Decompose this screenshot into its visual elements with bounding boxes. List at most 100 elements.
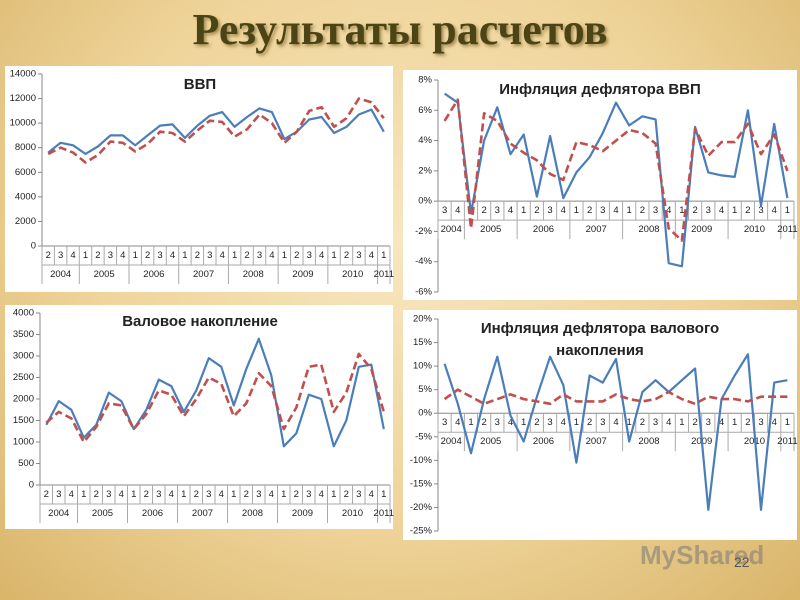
y-tick-label: 20% [413, 314, 433, 325]
x-tick-label: 2 [144, 489, 149, 500]
series-line [443, 92, 789, 268]
x-tick-label: 4 [613, 417, 618, 428]
x-group-label: 2007 [586, 436, 607, 447]
y-tick-label: -15% [410, 478, 433, 489]
series-line [45, 352, 386, 444]
x-tick-label: 1 [133, 250, 138, 261]
y-tick-label: 8000 [15, 142, 36, 153]
x-group-label: 2010 [744, 224, 765, 235]
series-line [47, 107, 385, 155]
y-tick-label: -20% [410, 502, 433, 513]
x-tick-label: 1 [281, 489, 286, 500]
x-tick-label: 3 [442, 205, 447, 216]
x-tick-label: 2 [534, 205, 539, 216]
x-tick-label: 3 [307, 250, 312, 261]
x-tick-label: 1 [131, 489, 136, 500]
x-tick-label: 4 [369, 250, 374, 261]
y-tick-label: 10000 [10, 118, 36, 129]
x-group-label: 2011 [777, 436, 797, 447]
x-tick-label: 3 [758, 417, 763, 428]
x-tick-label: 3 [257, 250, 262, 261]
x-tick-label: 4 [369, 489, 374, 500]
y-tick-label: 14000 [10, 69, 36, 80]
x-tick-label: 4 [561, 205, 566, 216]
x-tick-label: 4 [120, 250, 125, 261]
x-tick-label: 1 [282, 250, 287, 261]
x-tick-label: 2 [244, 250, 249, 261]
x-tick-label: 1 [732, 417, 737, 428]
x-tick-label: 1 [182, 250, 187, 261]
x-tick-label: 2 [294, 250, 299, 261]
x-tick-label: 3 [356, 489, 361, 500]
x-tick-label: 3 [495, 205, 500, 216]
x-tick-label: 4 [613, 205, 618, 216]
x-group-label: 2006 [142, 508, 163, 519]
slide-title: Результаты расчетов [192, 5, 608, 54]
y-tick-label: -6% [415, 287, 432, 298]
y-tick-label: 6000 [15, 167, 36, 178]
x-group-label: 2005 [92, 508, 113, 519]
x-group-label: 2010 [342, 269, 363, 280]
x-group-label: 2004 [50, 269, 71, 280]
x-tick-label: 2 [640, 205, 645, 216]
y-tick-label: -10% [410, 455, 433, 466]
x-tick-label: 4 [719, 205, 724, 216]
x-tick-label: 2 [95, 250, 100, 261]
x-group-label: 2007 [193, 269, 214, 280]
series-line [47, 97, 385, 164]
y-tick-label: 0 [31, 241, 36, 252]
series-line [45, 337, 385, 448]
x-tick-label: 4 [269, 489, 274, 500]
x-tick-label: 4 [220, 250, 225, 261]
x-tick-label: 4 [508, 417, 513, 428]
x-tick-label: 3 [207, 250, 212, 261]
y-tick-label: 2000 [13, 394, 34, 405]
x-tick-label: 4 [508, 205, 513, 216]
page-number: 22 [734, 554, 750, 570]
y-tick-label: 15% [413, 337, 433, 348]
y-tick-label: 2000 [15, 216, 36, 227]
y-tick-label: 5% [418, 384, 432, 395]
x-tick-label: 1 [381, 250, 386, 261]
y-tick-label: 2% [418, 165, 432, 176]
x-group-label: 2006 [143, 269, 164, 280]
x-tick-label: 2 [194, 489, 199, 500]
x-tick-label: 1 [521, 205, 526, 216]
x-group-label: 2011 [777, 224, 797, 235]
x-tick-label: 1 [785, 417, 790, 428]
panel [403, 310, 797, 540]
x-tick-label: 2 [94, 489, 99, 500]
y-tick-label: 4% [418, 135, 432, 146]
y-tick-label: -5% [415, 431, 432, 442]
x-tick-label: 1 [232, 250, 237, 261]
x-group-label: 2008 [243, 269, 264, 280]
x-tick-label: 1 [574, 417, 579, 428]
x-tick-label: 2 [745, 205, 750, 216]
x-tick-label: 1 [331, 489, 336, 500]
x-tick-label: 2 [692, 205, 697, 216]
x-tick-label: 4 [170, 250, 175, 261]
x-tick-label: 4 [772, 205, 777, 216]
x-tick-label: 4 [319, 250, 324, 261]
x-group-label: 2008 [638, 224, 659, 235]
x-tick-label: 2 [640, 417, 645, 428]
x-tick-label: 2 [294, 489, 299, 500]
x-tick-label: 3 [653, 417, 658, 428]
x-group-label: 2009 [292, 269, 313, 280]
y-tick-label: 3500 [13, 329, 34, 340]
x-tick-label: 3 [495, 417, 500, 428]
x-tick-label: 4 [70, 250, 75, 261]
x-tick-label: 2 [481, 205, 486, 216]
x-tick-label: 3 [108, 250, 113, 261]
x-tick-label: 3 [156, 489, 161, 500]
x-group-label: 2005 [94, 269, 115, 280]
x-tick-label: 4 [455, 417, 460, 428]
x-group-label: 2005 [480, 224, 501, 235]
x-group-label: 2007 [586, 224, 607, 235]
series-line [443, 388, 788, 406]
y-tick-label: 4000 [13, 308, 34, 319]
x-tick-label: 2 [244, 489, 249, 500]
x-tick-label: 2 [44, 489, 49, 500]
x-group-label: 2006 [533, 436, 554, 447]
